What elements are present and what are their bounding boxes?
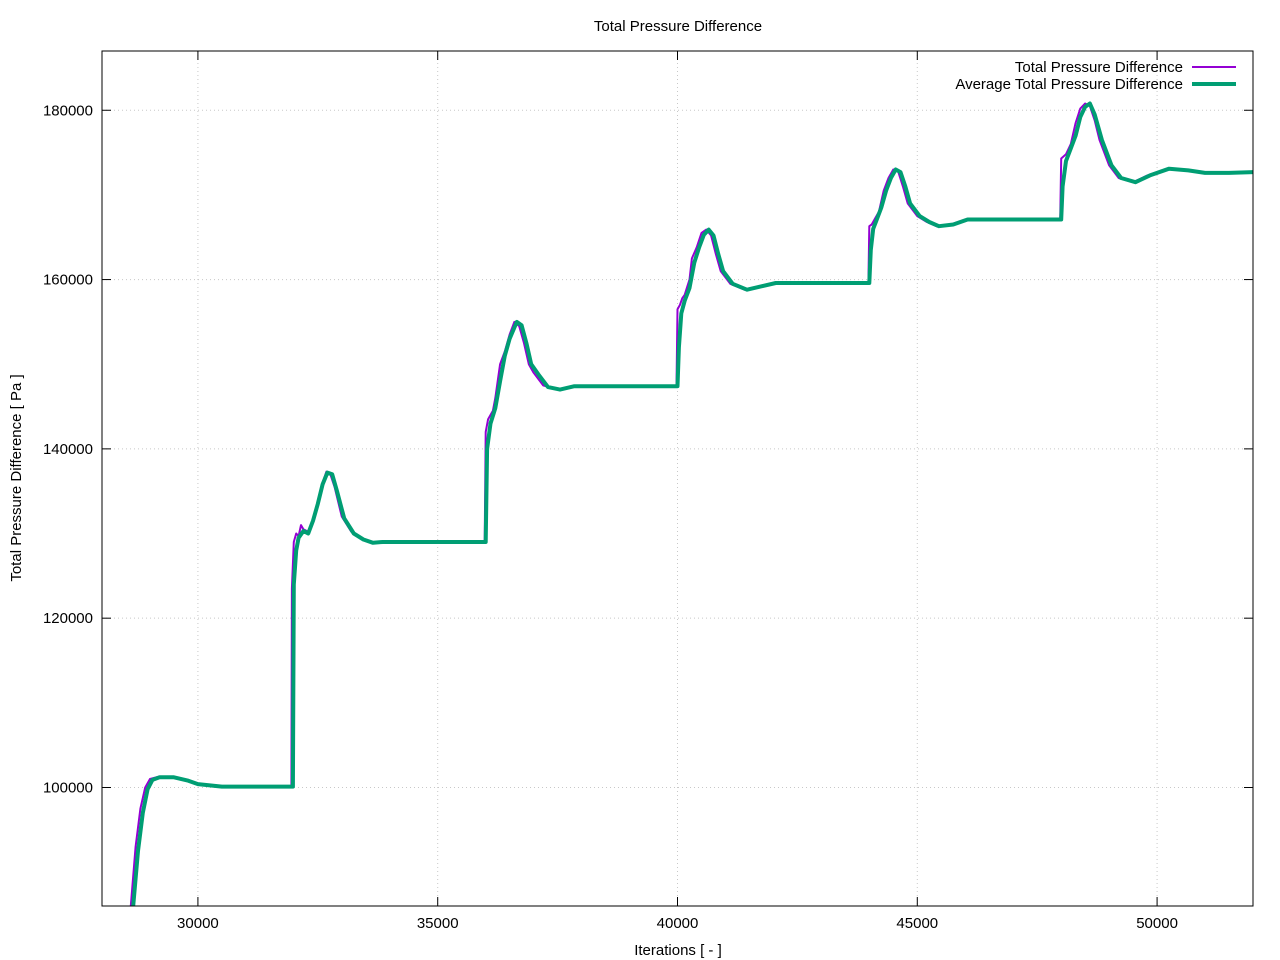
y-tick-label: 160000: [43, 272, 93, 289]
series-layer: [131, 104, 1253, 907]
y-tick-label: 180000: [43, 102, 93, 119]
chart-title: Total Pressure Difference: [594, 18, 762, 35]
legend-label-2: Average Total Pressure Difference: [955, 76, 1183, 93]
y-tick-label: 140000: [43, 441, 93, 458]
series-line-1: [131, 104, 1253, 907]
ticks-layer: 30000 35000 40000 45000 50000 100000 120000 140…: [43, 51, 1253, 932]
x-tick-label: 40000: [657, 915, 699, 932]
x-axis-label: Iterations [ - ]: [634, 942, 722, 959]
legend-label-1: Total Pressure Difference: [1015, 59, 1183, 76]
x-tick-label: 30000: [177, 915, 219, 932]
y-tick-label: 120000: [43, 610, 93, 627]
x-tick-label: 45000: [896, 915, 938, 932]
y-tick-label: 100000: [43, 779, 93, 796]
x-tick-label: 50000: [1136, 915, 1178, 932]
series-line-2: [133, 104, 1253, 907]
y-axis-label: Total Pressure Difference [ Pa ]: [8, 374, 25, 581]
x-tick-label: 35000: [417, 915, 459, 932]
grid-layer: [102, 51, 1253, 906]
